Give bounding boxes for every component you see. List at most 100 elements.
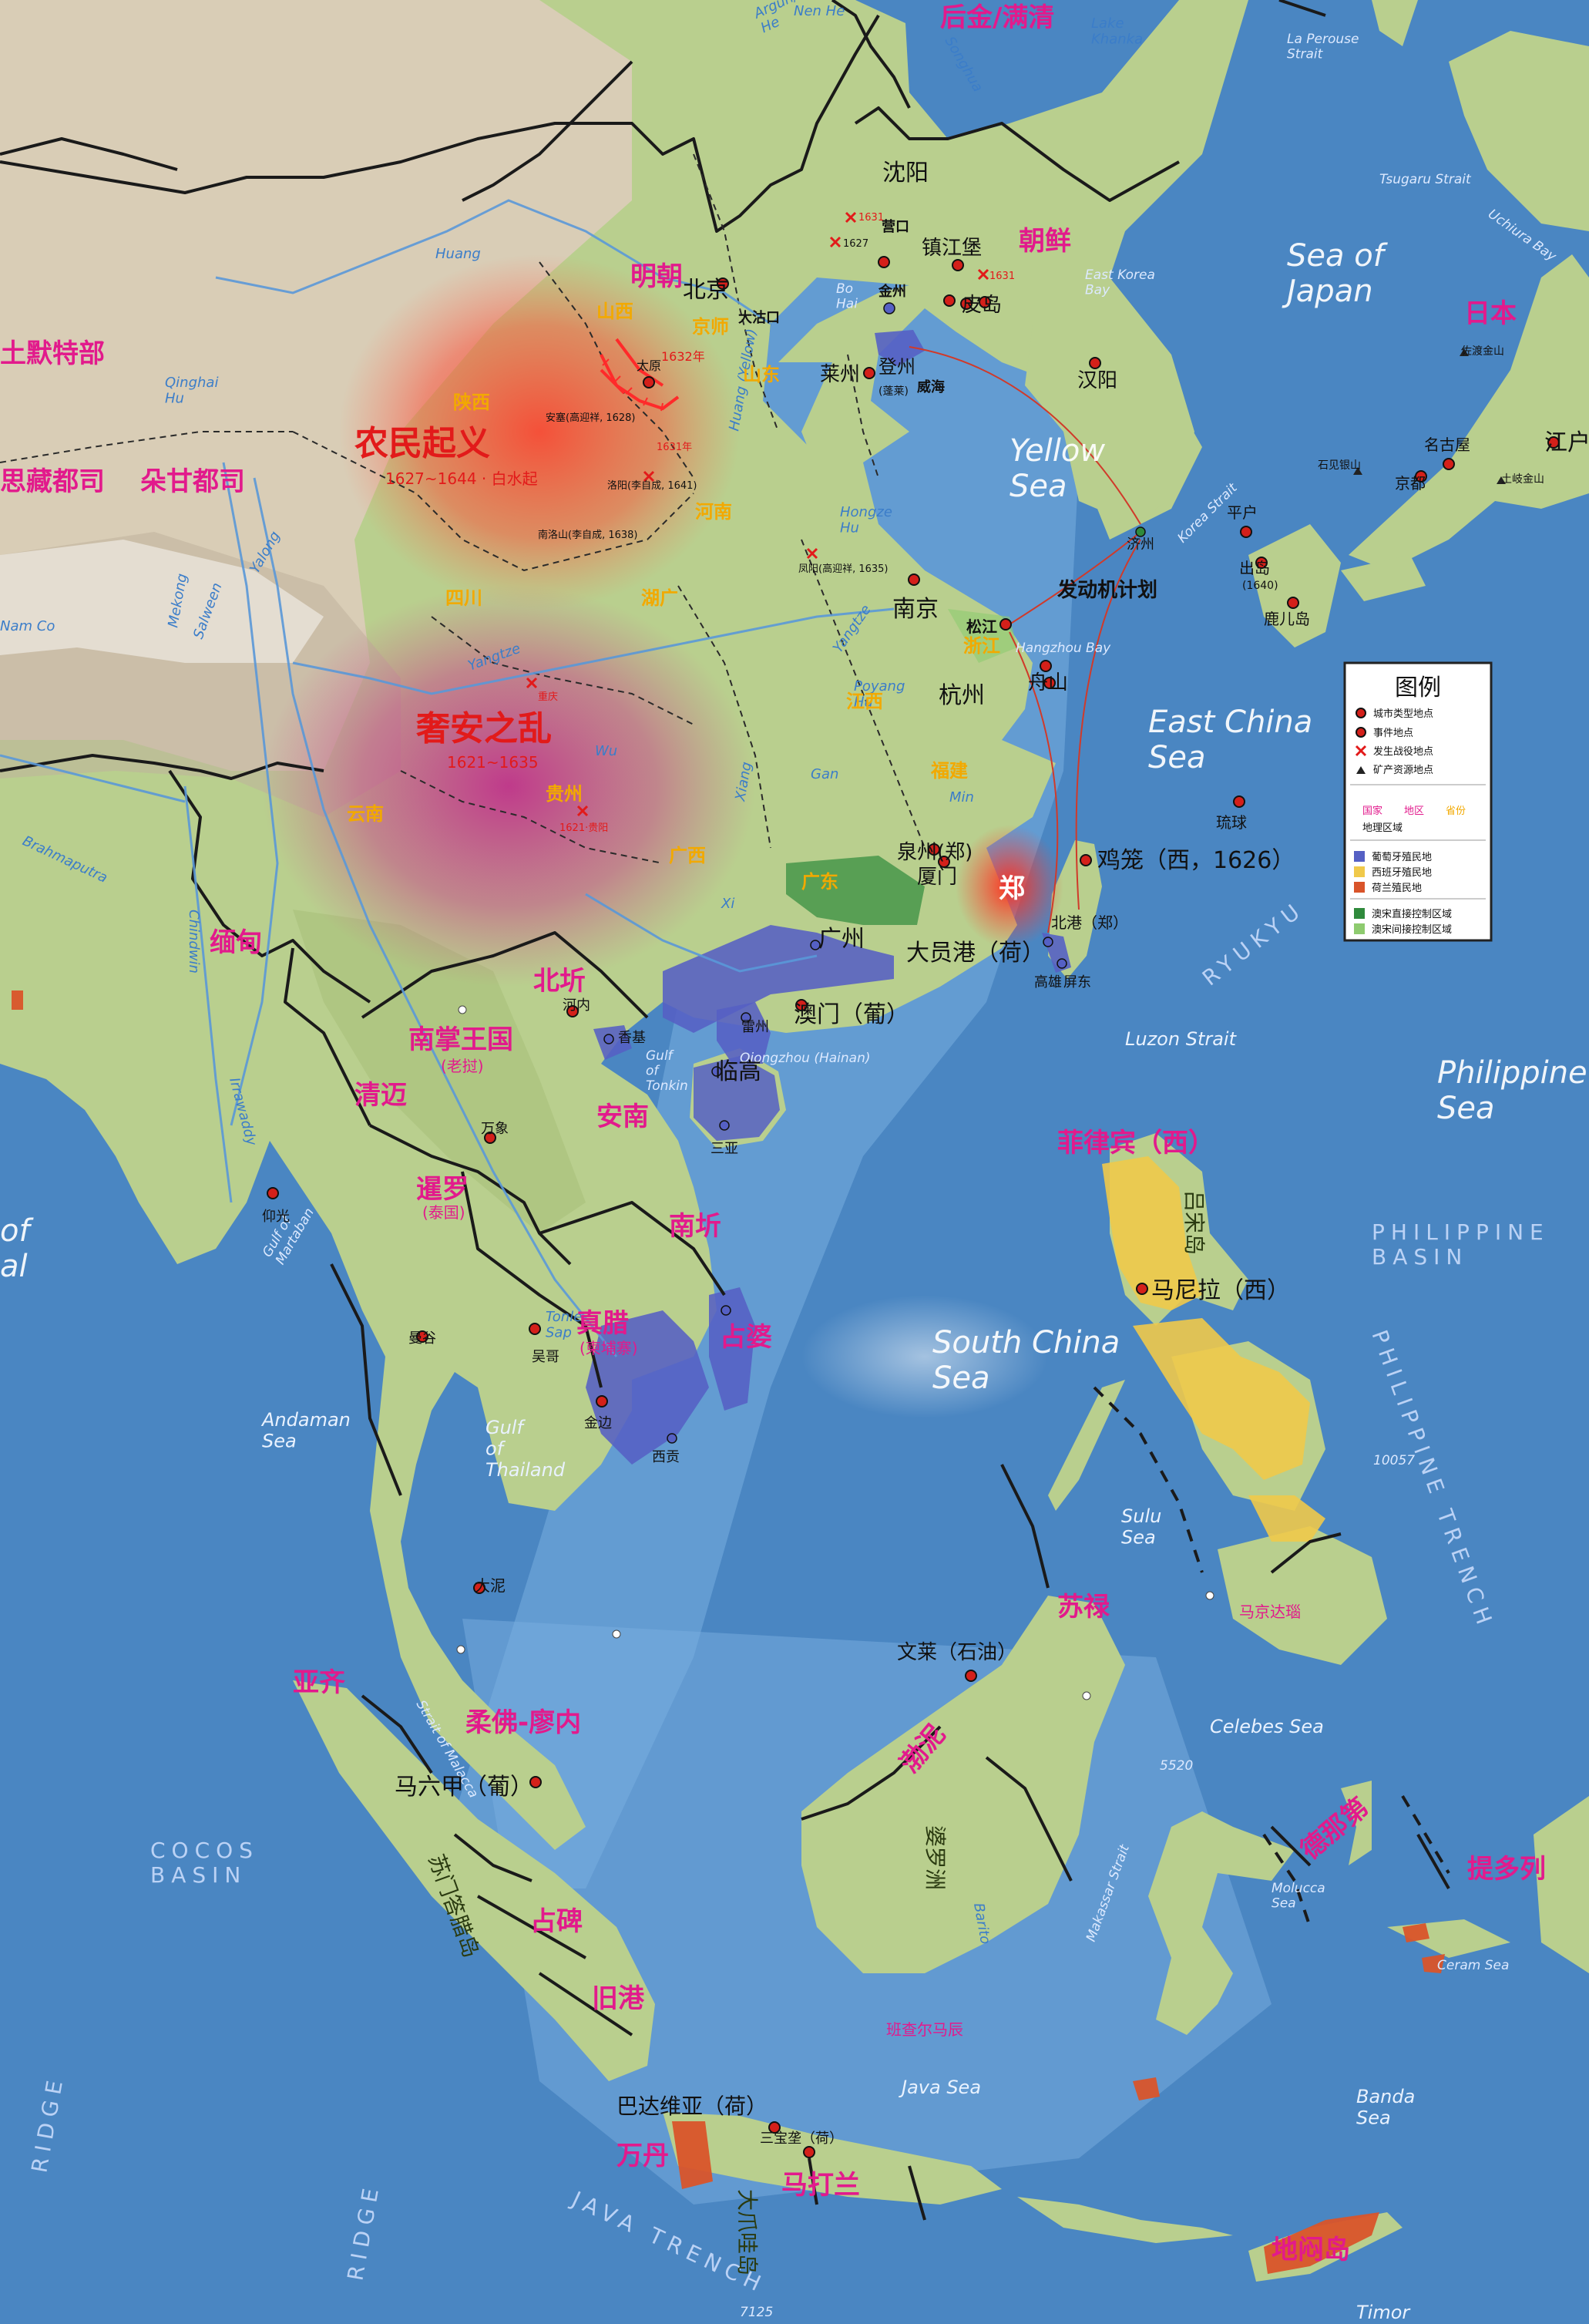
label-huguang: 湖广 <box>641 587 678 609</box>
label-hongze: Hongze Hu <box>840 504 892 536</box>
label-zhoushan: 舟山 <box>1028 671 1068 695</box>
label-sanbaolong: 三宝垄（荷） <box>760 2131 843 2147</box>
legend-aomen-indirect-swatch <box>1354 923 1365 934</box>
label-battle-1628: 安塞(高迎祥, 1628) <box>546 412 636 424</box>
label-depth-7125: 7125 <box>740 2305 773 2320</box>
label-nanzhang: 南掌王国 <box>408 1024 513 1055</box>
label-tsugaru-strait: Tsugaru Strait <box>1379 172 1472 187</box>
label-henei: 河内 <box>563 997 590 1014</box>
city-labels: 沈阳 营口 镇江堡 北京 大沽口 金州 皮岛 太原 莱州 登州 (蓬莱) 威海 … <box>262 160 1589 2147</box>
legend: 图例 城市类型地点 事件地点 发生战役地点 矿产资源地点 国家 地区 省份 地理… <box>1343 661 1493 942</box>
label-hangzhou-bay: Hangzhou Bay <box>1016 641 1111 656</box>
label-jiangxi: 江西 <box>846 691 883 712</box>
region-netherlands-timor <box>1264 2212 1379 2274</box>
province-labels: 京师 山西 山东 河南 陕西 四川 湖广 贵州 云南 广西 广东 浙江 江西 福… <box>347 301 1000 893</box>
land-sulawesi <box>1148 1811 1295 2035</box>
legend-netherlands-swatch <box>1354 882 1365 893</box>
label-battle-1631b: 1631 <box>989 271 1015 282</box>
land-java <box>663 2112 1002 2205</box>
label-nanjing: 南京 <box>892 596 939 623</box>
label-riben: 日本 <box>1464 298 1517 329</box>
label-sanya: 三亚 <box>711 1141 738 1157</box>
label-houjin: 后金/满清 <box>940 2 1054 33</box>
legend-spain-swatch <box>1354 866 1365 877</box>
label-east-china-sea: East China Sea <box>1148 705 1312 775</box>
land-mindanao <box>1218 1526 1387 1665</box>
label-battle-1631a: 1631 <box>858 212 884 224</box>
label-nanqi: 南圻 <box>669 1211 721 1242</box>
label-battle-chongqing: 重庆 <box>538 691 558 703</box>
label-dagukou: 大沽口 <box>738 309 780 326</box>
label-aomen: 澳门（葡） <box>794 1001 909 1028</box>
label-poyang: Poyang Hu <box>854 678 905 711</box>
label-pinghu: 平户 <box>1227 503 1258 522</box>
label-shean-date: 1621~1635 <box>447 753 539 772</box>
label-luerdao: 鹿儿岛 <box>1264 610 1310 628</box>
land-japan-kyushu <box>1248 524 1341 647</box>
label-rofo: 柔佛-廖内 <box>465 1707 581 1738</box>
label-huang: Huang <box>435 246 481 262</box>
label-mingguwu: 名古屋 <box>1424 436 1470 454</box>
label-jingdu: 京都 <box>1395 474 1426 493</box>
label-guangdong: 广东 <box>801 871 838 893</box>
label-qinghai-hu: Qinghai Hu <box>165 375 218 407</box>
region-portugal-zhanpo <box>709 1287 755 1411</box>
label-wu: Wu <box>595 743 617 759</box>
label-wanxiang: 万象 <box>481 1121 509 1137</box>
label-yellow-sea: Yellow Sea <box>1010 433 1105 504</box>
legend-city-marker <box>1356 708 1366 718</box>
label-battle-1631c: 1631年 <box>657 442 692 453</box>
region-netherlands-banda <box>1422 1954 1445 1973</box>
label-xianluo-sub: (泰国) <box>422 1203 465 1222</box>
battle-labels: 1631 1627 1631 1632年 安塞(高迎祥, 1628) 1631年… <box>538 212 1015 834</box>
sea-lines <box>1093 1386 1450 1928</box>
legend-province: 省份 <box>1446 805 1466 817</box>
land-newguinea <box>1534 1796 1589 1973</box>
label-dayuangang: 大员港（荷） <box>906 940 1045 967</box>
legend-mine-label: 矿产资源地点 <box>1373 765 1433 776</box>
legend-battle-label: 发生战役地点 <box>1373 745 1433 758</box>
label-guangzhou: 广州 <box>818 926 865 953</box>
label-madalan: 马打兰 <box>781 2170 860 2201</box>
label-xianluo: 暹罗 <box>416 1174 469 1205</box>
label-wuge: 吴哥 <box>532 1349 559 1365</box>
legend-portugal-label: 葡萄牙殖民地 <box>1372 851 1432 863</box>
label-jingshi: 京师 <box>692 316 729 338</box>
label-wandan: 万丹 <box>616 2141 669 2171</box>
label-bancharmasin: 班查尔马辰 <box>886 2020 963 2039</box>
label-maliujia: 马六甲（葡） <box>395 1774 533 1801</box>
label-zhanbei: 占碑 <box>530 1906 583 1937</box>
label-nam-co: Nam Co <box>0 618 55 634</box>
label-depth-5520: 5520 <box>1160 1758 1193 1774</box>
label-dimandao: 地闷岛 <box>1272 2235 1350 2265</box>
label-laizhou: 莱州 <box>820 363 860 386</box>
label-bay-of-bengal: of al <box>0 1213 34 1284</box>
label-chindwin: Chindwin <box>186 910 202 974</box>
region-portugal-hainan <box>694 1056 780 1141</box>
land-palawan <box>1048 1380 1125 1511</box>
label-zheng: 郑 <box>999 873 1025 904</box>
label-jeju: 济州 <box>1127 536 1154 553</box>
land-japan-shikoku <box>1341 555 1426 601</box>
label-guangxi: 广西 <box>669 845 706 866</box>
label-ceram-sea: Ceram Sea <box>1437 1958 1509 1973</box>
land-indochina-hills <box>293 910 586 1233</box>
land-sumatra <box>293 1680 655 2081</box>
label-shaanxi: 陕西 <box>453 392 490 413</box>
label-dani: 大泥 <box>475 1576 506 1595</box>
label-chudao-year: (1640) <box>1242 580 1278 592</box>
label-wusizang: 思藏都司 <box>0 466 105 497</box>
label-nanzhang-sub: (老挝) <box>441 1057 484 1075</box>
route-lines <box>909 346 1141 933</box>
label-dengzhou: 登州 <box>878 356 915 378</box>
legend-box <box>1343 661 1493 942</box>
label-battle-1632: 1632年 <box>661 349 705 364</box>
label-beigang: 北港（郑） <box>1051 913 1128 932</box>
land-japan-hokkaido <box>1449 31 1589 231</box>
label-batavia: 巴达维亚（荷） <box>616 2094 768 2119</box>
label-zhenla-sub: (柬埔寨) <box>579 1339 638 1357</box>
label-tiduolie: 提多列 <box>1467 1854 1546 1885</box>
label-molucca-sea: Molucca Sea <box>1272 1881 1325 1912</box>
label-qiongzhou: Qiongzhou (Hainan) <box>740 1051 871 1066</box>
